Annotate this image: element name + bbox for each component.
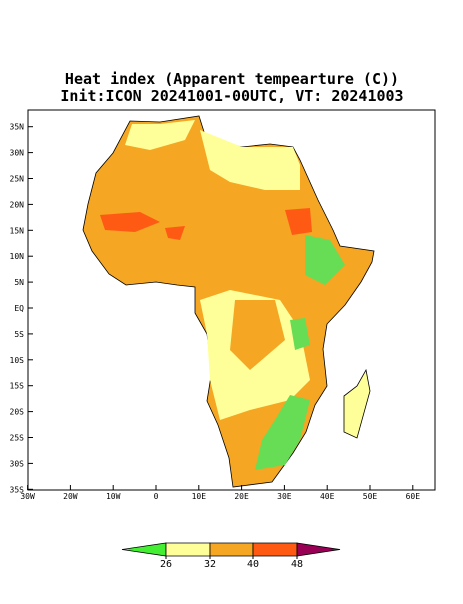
colorbar-tick-label: 26 — [160, 559, 172, 570]
red-chad — [165, 226, 185, 240]
colorbar-segment — [121, 542, 167, 557]
lat-tick-label: 20S — [10, 408, 25, 417]
yellow-maghreb — [125, 120, 195, 150]
subtitle: Init:ICON 20241001-00UTC, VT: 20241003 — [60, 87, 403, 105]
lon-tick-label: 40E — [320, 492, 335, 501]
colorbar-tick-label: 48 — [291, 559, 303, 570]
lat-tick-label: 35S — [10, 485, 25, 494]
orange-central — [230, 300, 285, 370]
lat-tick-label: 15N — [10, 226, 25, 235]
colorbar: 26 32 40 48 — [121, 542, 341, 570]
colorbar-tick-label: 40 — [247, 559, 259, 570]
axis-labels: 35N 30N 25N 20N 15N 10N 5N EQ 5S 10S 15S 20S 25S 30S 3… — [10, 123, 421, 501]
lat-tick-label: 30S — [10, 459, 25, 468]
colorbar-segment — [296, 542, 341, 557]
lat-tick-label: 35N — [10, 123, 25, 132]
lat-tick-label: 20N — [10, 200, 25, 209]
red-sahel — [100, 212, 160, 232]
colorbar-segment — [165, 542, 211, 557]
red-sudan — [285, 208, 312, 235]
lon-tick-label: 10E — [192, 492, 207, 501]
colorbar-segment — [252, 542, 298, 557]
lon-tick-label: 20W — [63, 492, 78, 501]
lat-tick-label: 10N — [10, 252, 25, 261]
yellow-north — [200, 130, 300, 190]
colorbar-segment — [209, 542, 254, 557]
lon-tick-label: 50E — [363, 492, 378, 501]
lon-tick-label: 30E — [277, 492, 292, 501]
green-ethiopia — [305, 235, 345, 285]
lat-tick-label: 5S — [14, 330, 24, 339]
lon-tick-label: 0 — [154, 492, 159, 501]
lat-tick-label: 25N — [10, 175, 25, 184]
lon-tick-label: 20E — [234, 492, 249, 501]
green-east — [290, 318, 310, 350]
lat-tick-label: 15S — [10, 382, 25, 391]
madagascar — [343, 368, 371, 439]
lon-tick-label: 10W — [106, 492, 121, 501]
lon-tick-label: 60E — [406, 492, 421, 501]
lat-tick-label: EQ — [14, 304, 24, 313]
lat-tick-label: 30N — [10, 149, 25, 158]
lat-tick-label: 5N — [14, 278, 24, 287]
lon-tick-label: 30W — [20, 492, 35, 501]
regions — [100, 120, 345, 470]
lat-tick-label: 10S — [10, 356, 25, 365]
colorbar-tick-label: 32 — [204, 559, 216, 570]
lat-tick-label: 25S — [10, 434, 25, 443]
green-southeast — [255, 395, 310, 470]
title: Heat index (Apparent tempearture (C)) — [65, 70, 399, 88]
